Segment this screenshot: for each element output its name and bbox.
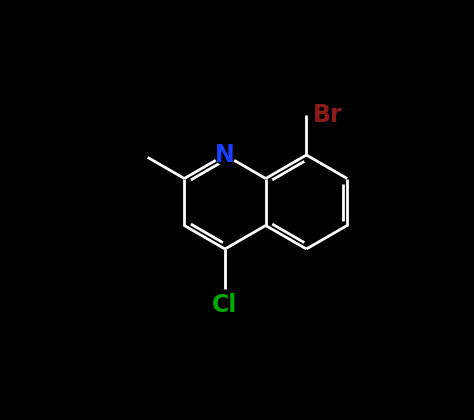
Text: Br: Br: [312, 103, 342, 127]
Circle shape: [215, 145, 235, 165]
Text: N: N: [215, 143, 235, 167]
Text: Cl: Cl: [212, 293, 237, 317]
